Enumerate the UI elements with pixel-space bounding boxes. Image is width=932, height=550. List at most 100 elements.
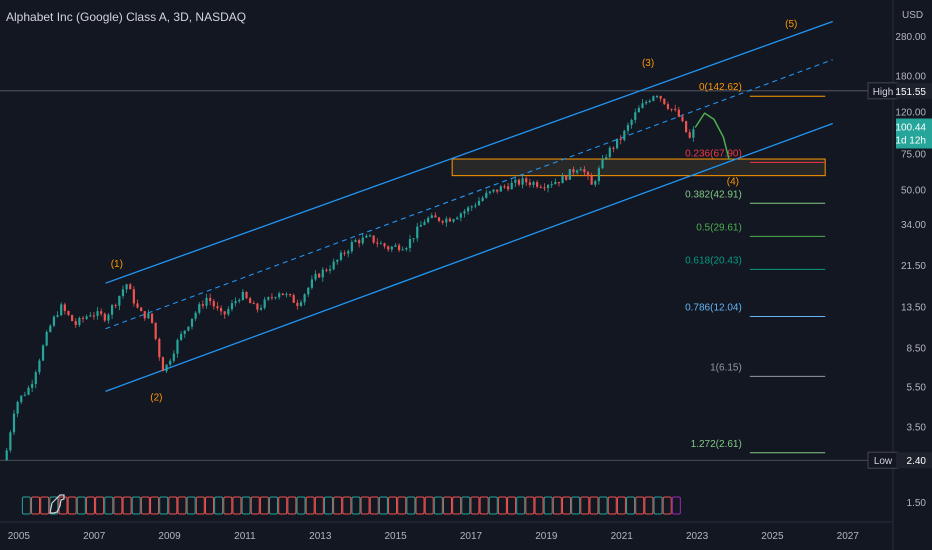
candle-body: [601, 158, 604, 169]
candle-body: [452, 219, 455, 222]
event-marker: [76, 496, 86, 515]
y-tick-label: 50.00: [901, 186, 926, 197]
candle-body: [114, 305, 117, 307]
candle-body: [314, 273, 317, 280]
event-marker: [195, 496, 205, 515]
candle-body: [554, 181, 557, 185]
candle-body: [685, 121, 688, 133]
candle-body: [412, 238, 415, 240]
candle-body: [605, 157, 608, 159]
candle-body: [325, 269, 328, 271]
event-marker: [296, 496, 306, 515]
candle-body: [528, 182, 531, 185]
candle-body: [96, 311, 99, 316]
event-marker: [653, 496, 663, 515]
candle-body: [379, 243, 383, 245]
candle-body: [158, 338, 161, 358]
event-marker: [122, 496, 132, 515]
candle-body: [590, 175, 593, 185]
event-marker: [21, 496, 31, 515]
candle-body: [136, 303, 139, 308]
y-tick-label: 13.50: [901, 302, 926, 313]
candle-body: [361, 237, 364, 244]
candle-body: [437, 217, 441, 221]
y-tick-label: 3.50: [907, 423, 927, 434]
event-marker: [214, 496, 224, 515]
event-marker: [607, 496, 617, 515]
candle-body: [445, 218, 448, 223]
event-marker: [186, 496, 196, 515]
candle-body: [230, 303, 234, 310]
event-marker: [525, 496, 535, 515]
candle-body: [637, 107, 640, 113]
event-marker: [433, 496, 443, 515]
event-marker: [287, 496, 297, 515]
event-marker: [488, 496, 498, 515]
event-marker: [150, 496, 160, 515]
event-marker: [516, 496, 526, 515]
event-marker: [671, 496, 681, 515]
candle-body: [212, 301, 215, 307]
candle-body: [612, 147, 615, 149]
candle-body: [565, 175, 568, 180]
channel-lower-line: [105, 122, 833, 392]
event-marker: [406, 496, 416, 515]
candle-body: [659, 96, 662, 99]
event-marker: [461, 496, 471, 515]
x-tick-label: 2027: [837, 531, 860, 542]
candle-body: [259, 307, 263, 310]
candle-body: [234, 301, 237, 304]
candle-body: [274, 297, 277, 299]
candle-body: [140, 307, 143, 312]
candle-body: [285, 294, 288, 296]
candle-body: [252, 303, 255, 305]
candle-body: [16, 401, 19, 414]
candle-body: [634, 112, 637, 120]
candle-body: [630, 119, 633, 125]
candle-body: [383, 243, 386, 247]
event-marker: [259, 496, 269, 515]
candle-body: [430, 215, 433, 218]
event-marker: [424, 496, 434, 515]
wave-label: (1): [111, 259, 123, 270]
candle-body: [655, 96, 659, 98]
event-marker: [113, 496, 123, 515]
candle-body: [307, 287, 310, 295]
candle-body: [397, 245, 401, 251]
candle-body: [365, 235, 368, 238]
candle-body: [278, 293, 281, 298]
candle-body: [20, 395, 23, 402]
candle-body: [143, 311, 146, 319]
candle-body: [318, 273, 321, 278]
candle-body: [267, 297, 270, 300]
candle-body: [536, 182, 539, 187]
fib-level-label: 0.382(42.91): [685, 189, 742, 200]
events-row: [21, 496, 681, 515]
candle-body: [256, 303, 259, 310]
event-marker: [479, 496, 489, 515]
candle-body: [23, 394, 26, 396]
event-marker: [534, 496, 544, 515]
candle-body: [557, 181, 561, 184]
candle-body: [34, 372, 37, 384]
candle-body: [427, 217, 430, 223]
candle-body: [506, 186, 510, 190]
event-marker: [31, 496, 41, 515]
candle-body: [41, 345, 45, 361]
candle-body: [474, 205, 477, 207]
candle-body: [194, 312, 197, 319]
candle-body: [626, 124, 630, 131]
candle-body: [615, 138, 619, 149]
event-marker: [223, 496, 233, 515]
candle-body: [85, 316, 88, 319]
wave-label: (5): [785, 19, 797, 30]
candle-body: [103, 313, 106, 321]
candle-body: [485, 192, 488, 198]
event-marker: [662, 496, 672, 515]
event-marker: [204, 496, 214, 515]
x-tick-label: 2011: [234, 531, 256, 542]
candle-body: [539, 186, 542, 188]
event-marker: [626, 496, 636, 515]
candle-body: [641, 103, 644, 108]
